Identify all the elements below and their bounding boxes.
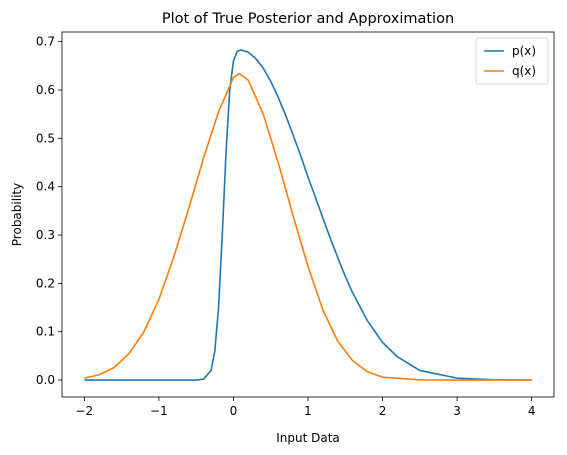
x-tick-label: 0	[230, 404, 238, 418]
x-tick-label: 4	[528, 404, 536, 418]
series-line-q(x)	[84, 72, 532, 381]
x-tick-label: −1	[150, 404, 168, 418]
x-tick-label: 1	[304, 404, 312, 418]
y-tick-label: 0.5	[36, 131, 55, 145]
x-axis-label: Input Data	[276, 431, 340, 445]
x-tick-label: 2	[379, 404, 387, 418]
x-axis: −2 −1 0 1 2 3 4	[76, 397, 536, 418]
y-tick-label: 0.7	[36, 35, 55, 49]
chart-title: Plot of True Posterior and Approximation	[162, 11, 454, 27]
legend-box	[475, 37, 549, 85]
y-tick-label: 0.0	[36, 373, 55, 387]
y-axis-label: Probability	[10, 183, 24, 246]
y-axis: 0.0 0.1 0.2 0.3 0.4 0.5 0.6 0.7	[36, 35, 62, 387]
legend-label: p(x)	[512, 44, 536, 58]
x-tick-label: −2	[76, 404, 94, 418]
legend: p(x) q(x)	[475, 37, 549, 85]
y-tick-label: 0.1	[36, 325, 55, 339]
legend-label: q(x)	[512, 64, 536, 78]
y-tick-label: 0.2	[36, 276, 55, 290]
plot-area	[84, 49, 532, 381]
y-tick-label: 0.3	[36, 228, 55, 242]
x-tick-label: 3	[453, 404, 461, 418]
y-tick-label: 0.4	[36, 180, 55, 194]
y-tick-label: 0.6	[36, 83, 55, 97]
series-line-p(x)	[84, 49, 532, 381]
